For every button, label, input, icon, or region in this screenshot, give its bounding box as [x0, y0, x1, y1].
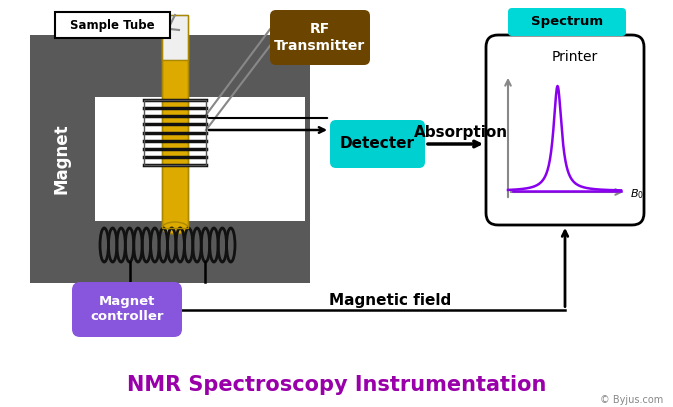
Text: Absorption: Absorption — [413, 125, 507, 140]
Text: Printer: Printer — [552, 50, 598, 64]
Bar — [30, 35, 95, 283]
FancyBboxPatch shape — [30, 35, 310, 283]
FancyBboxPatch shape — [270, 10, 370, 65]
Text: $B_0$: $B_0$ — [630, 187, 644, 201]
Bar — [162, 15, 188, 60]
Text: © Byjus.com: © Byjus.com — [600, 395, 663, 405]
FancyBboxPatch shape — [486, 35, 644, 225]
Bar — [30, 221, 310, 283]
Bar — [162, 60, 188, 228]
Bar — [55, 12, 170, 38]
Bar — [30, 35, 310, 97]
Bar — [144, 100, 206, 165]
Text: Magnet
controller: Magnet controller — [90, 295, 164, 324]
Text: RF
Transmitter: RF Transmitter — [275, 22, 365, 53]
Text: Magnet: Magnet — [53, 124, 71, 194]
Ellipse shape — [162, 222, 188, 234]
FancyBboxPatch shape — [330, 120, 425, 168]
Text: NMR Spectroscopy Instrumentation: NMR Spectroscopy Instrumentation — [127, 375, 546, 395]
Text: Sample Tube: Sample Tube — [70, 18, 155, 31]
Text: Detecter: Detecter — [340, 136, 415, 151]
Bar — [95, 97, 305, 221]
FancyBboxPatch shape — [72, 282, 182, 337]
Text: Spectrum: Spectrum — [531, 15, 603, 28]
Text: Magnetic field: Magnetic field — [329, 293, 451, 308]
Bar — [162, 15, 188, 228]
FancyBboxPatch shape — [508, 8, 626, 36]
